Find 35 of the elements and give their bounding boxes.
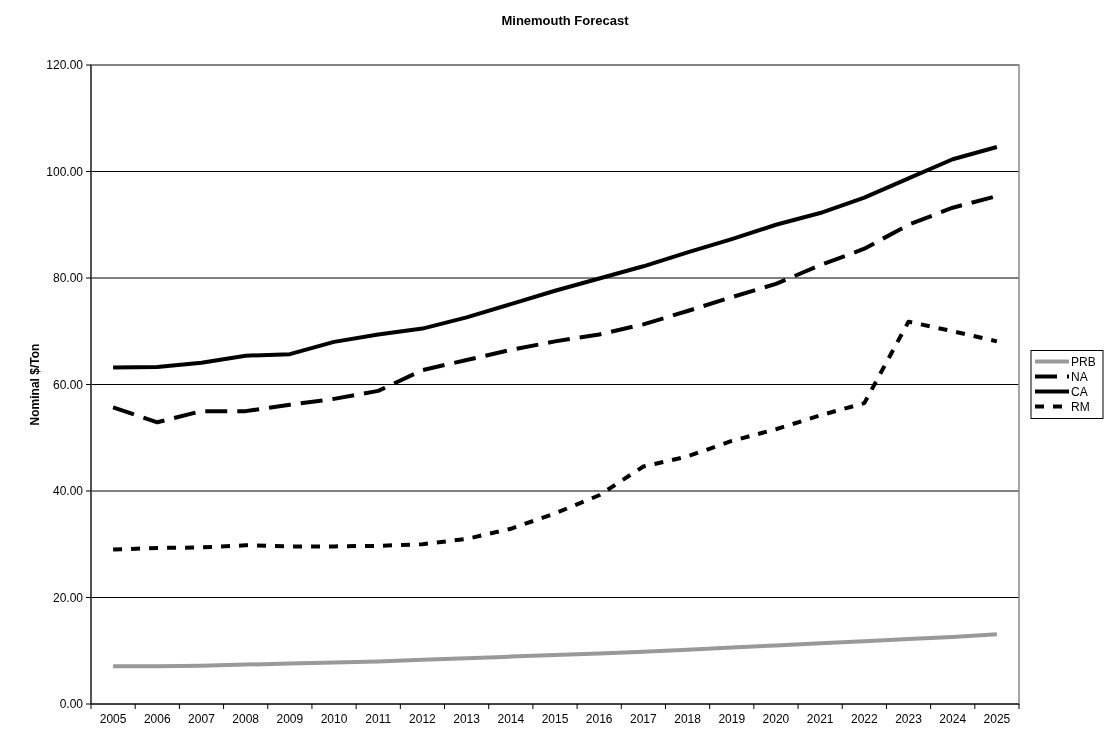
x-tick-label: 2017 [630, 712, 658, 726]
x-tick-label: 2018 [674, 712, 702, 726]
chart-title: Minemouth Forecast [501, 13, 630, 28]
x-tick-label: 2006 [143, 712, 171, 726]
x-tick-label: 2015 [541, 712, 569, 726]
y-tick-label: 100.00 [46, 164, 84, 179]
y-tick-label: 60.00 [52, 377, 84, 392]
legend-label: RM [1071, 399, 1090, 414]
legend-label: NA [1071, 369, 1088, 384]
x-tick-label: 2023 [895, 712, 923, 726]
legend-label: CA [1071, 384, 1088, 399]
legend-label: PRB [1071, 354, 1096, 369]
line-series [111, 632, 999, 669]
x-tick-label: 2024 [939, 712, 967, 726]
x-tick-label: 2020 [762, 712, 790, 726]
x-tick-label: 2009 [276, 712, 304, 726]
x-tick-label: 2007 [188, 712, 216, 726]
y-tick-label: 0.00 [59, 697, 84, 712]
y-tick-label: 80.00 [52, 271, 84, 286]
y-tick-label: 20.00 [52, 590, 84, 605]
y-tick-label: 120.00 [46, 58, 84, 73]
x-tick-label: 2019 [718, 712, 746, 726]
x-tick-label: 2012 [409, 712, 437, 726]
x-tick-label: 2022 [850, 712, 878, 726]
x-tick-label: 2021 [806, 712, 834, 726]
x-tick-label: 2016 [585, 712, 613, 726]
x-tick-label: 2005 [99, 712, 127, 726]
x-tick-label: 2011 [365, 712, 392, 726]
x-tick-label: 2008 [232, 712, 260, 726]
y-axis-title: Nominal $/Ton [28, 343, 42, 426]
x-tick-label: 2013 [453, 712, 481, 726]
x-tick-label: 2025 [983, 712, 1011, 726]
x-tick-label: 2010 [320, 712, 348, 726]
y-tick-label: 40.00 [52, 484, 84, 499]
x-tick-label: 2014 [497, 712, 525, 726]
